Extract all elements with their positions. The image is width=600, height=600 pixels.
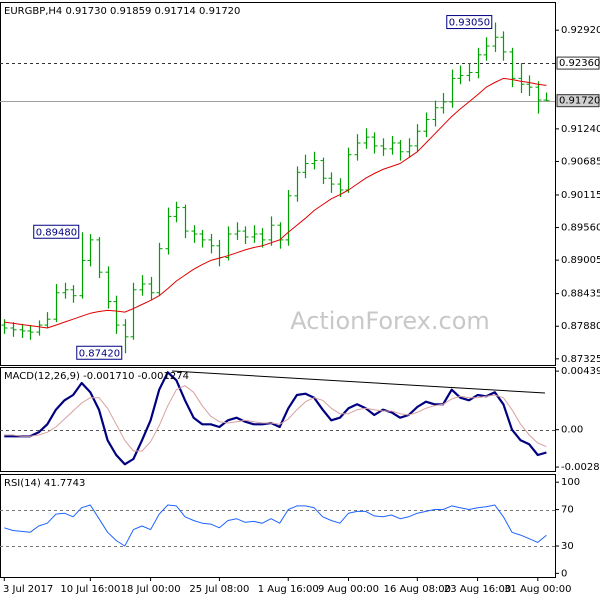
y-tick-label: 0.90115	[561, 190, 600, 201]
y-tick-label: 70	[561, 505, 574, 516]
x-tick-label: 9 Aug 00:00	[318, 584, 379, 595]
annotation-label: 0.89480	[36, 227, 77, 238]
y-tick-label: 0.88435	[561, 289, 600, 300]
indicator-line	[4, 371, 547, 466]
x-tick-label: 25 Jul 08:00	[189, 584, 249, 595]
indicator-line	[4, 385, 547, 452]
watermark: ActionForex.com	[290, 307, 490, 335]
panel-frame	[0, 2, 556, 366]
x-tick-label: 31 Aug 00:00	[504, 584, 571, 595]
y-tick-label: -0.002805	[561, 462, 600, 473]
y-tick-label: 0	[561, 568, 567, 579]
y-tick-label: 0.87325	[561, 354, 600, 365]
y-tick-label: 30	[561, 541, 574, 552]
panel-title: MACD(12,26,9) -0.001710 -0.001274	[4, 371, 189, 382]
annotation-label: 0.93050	[449, 18, 490, 29]
annotation-label: 0.87420	[79, 348, 120, 359]
y-tick-label: 0.89005	[561, 255, 600, 266]
indicator-line	[4, 504, 547, 547]
y-tick-label: 0.91240	[561, 124, 600, 135]
panel-frame	[0, 367, 556, 472]
y-tick-label: 0.92920	[561, 25, 600, 36]
annotation-box	[76, 345, 123, 360]
indicator-line	[4, 77, 547, 329]
y-tick-label: 0.00	[561, 425, 583, 436]
level-label-box	[556, 94, 600, 108]
panel-title: EURGBP,H4 0.91730 0.91859 0.91714 0.9172…	[4, 6, 240, 17]
panel-title: RSI(14) 41.7743	[4, 478, 85, 489]
y-tick-label: 100	[561, 477, 580, 488]
y-tick-label: 0.87880	[561, 321, 600, 332]
annotation-box	[446, 15, 493, 30]
x-tick-label: 16 Aug 08:00	[384, 584, 451, 595]
x-tick-label: 18 Jul 00:00	[121, 584, 181, 595]
x-tick-label: 1 Aug 16:00	[258, 584, 319, 595]
y-tick-label: 0.89560	[561, 223, 600, 234]
panel-frame	[0, 474, 556, 578]
y-tick-label: 0.90685	[561, 156, 600, 167]
y-tick-label: 0.00439	[561, 366, 600, 377]
x-tick-label: 10 Jul 16:00	[60, 584, 120, 595]
level-label: 0.92360	[559, 58, 600, 69]
annotation-box	[33, 224, 80, 239]
trend-line	[171, 370, 546, 394]
level-label: 0.91720	[559, 96, 600, 107]
x-tick-label: 3 Jul 2017	[3, 584, 53, 595]
x-tick-label: 23 Aug 16:00	[444, 584, 511, 595]
level-label-box	[556, 56, 600, 70]
